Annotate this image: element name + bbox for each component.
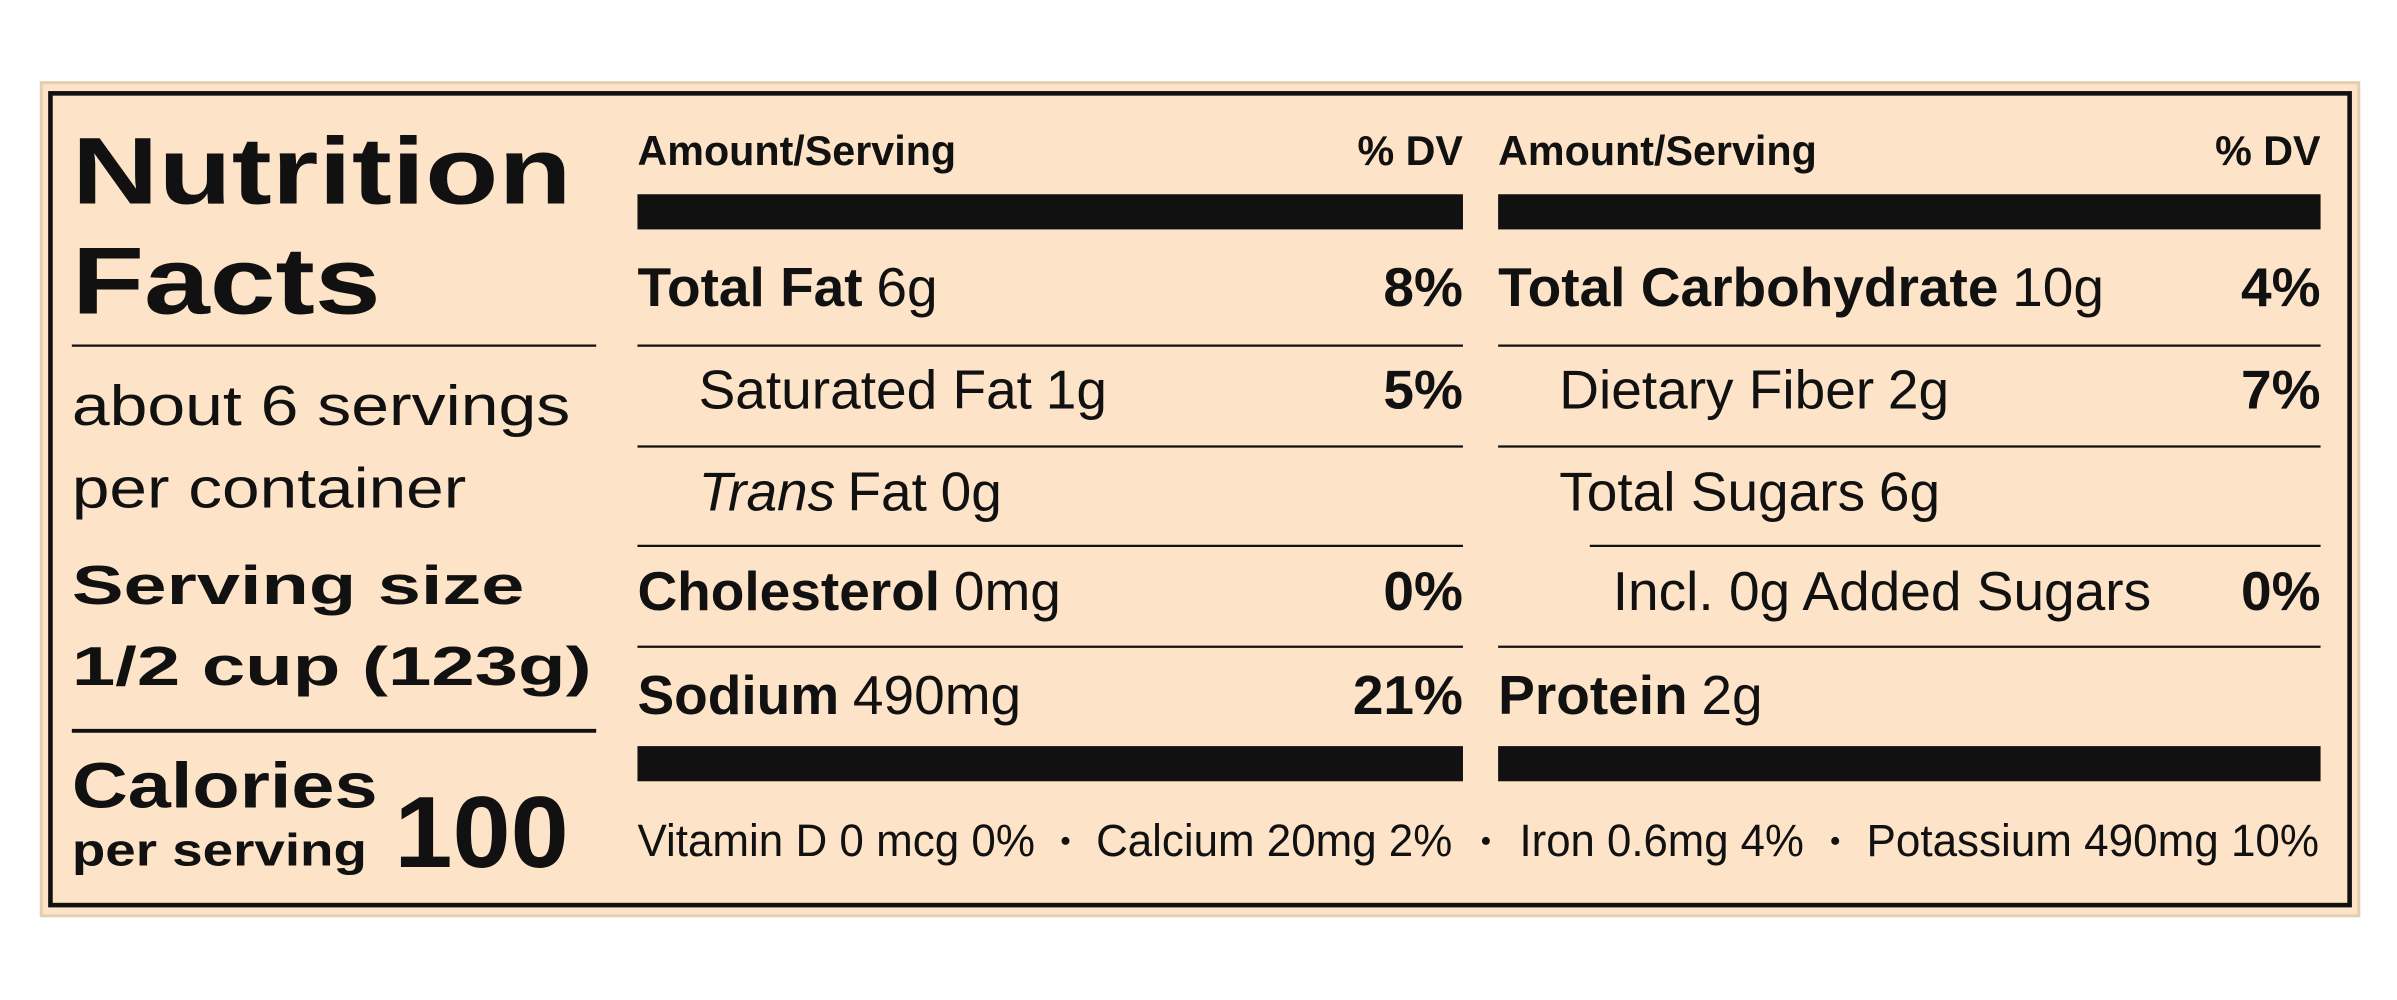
nutrient-name: Total Fat — [637, 256, 862, 318]
serving-size-value: 1/2 cup (123g) — [72, 635, 592, 697]
daily-value: 5% — [1383, 358, 1463, 420]
calories-value: 100 — [394, 777, 568, 889]
nutrient-name: Sodium — [637, 664, 839, 726]
nutrient-name: Total Sugars — [1559, 461, 1865, 523]
daily-value: 7% — [2241, 358, 2321, 420]
thick-bar — [1498, 746, 2321, 782]
nutrient-amount: 10g — [2012, 256, 2104, 318]
footer-nutrient: Vitamin D 0 mcg 0% — [637, 814, 1034, 866]
nutrient-name: Incl. 0g Added Sugars — [1613, 560, 2151, 622]
servings-text: per container — [72, 457, 466, 520]
header-amount: Amount/Serving — [1498, 128, 1817, 174]
nutrient-amount: 6g — [876, 256, 937, 318]
nutrient-amount: 1g — [1046, 358, 1107, 420]
footer-nutrient: Iron 0.6mg 4% — [1520, 814, 1804, 866]
nutrient-row: Dietary Fiber 2g — [1559, 358, 1949, 420]
calories-label: Calories — [72, 749, 378, 821]
thick-bar — [1498, 194, 2321, 230]
title-line: Facts — [72, 228, 381, 334]
nutrient-row: Protein 2g — [1498, 664, 1762, 726]
footer-nutrient: Calcium 20mg 2% — [1096, 814, 1452, 866]
nutrient-row: Cholesterol 0mg — [637, 560, 1060, 622]
nutrient-amount: 0mg — [954, 560, 1061, 622]
footer-nutrient: Potassium 490mg 10% — [1867, 814, 2319, 866]
header-dv: % DV — [1357, 128, 1463, 174]
nutrient-row: Total Sugars 6g — [1559, 461, 1940, 523]
nutrient-italic: Trans — [699, 461, 836, 523]
nutrient-amount: 2g — [1701, 664, 1762, 726]
serving-size-label: Serving size — [72, 554, 524, 616]
nutrient-row: Trans Fat 0g — [699, 461, 1002, 523]
calories-sublabel: per serving — [72, 823, 367, 875]
nutrient-row: Saturated Fat 1g — [699, 358, 1107, 420]
daily-value: 8% — [1383, 256, 1463, 318]
nutrient-name: Dietary Fiber — [1559, 358, 1874, 420]
nutrient-amount: 6g — [1879, 461, 1940, 523]
nutrient-name: Saturated Fat — [699, 358, 1032, 420]
nutrient-name: Fat — [847, 461, 927, 523]
nutrient-amount: 2g — [1888, 358, 1949, 420]
bullet — [1831, 836, 1840, 845]
nutrient-amount: 490mg — [853, 664, 1021, 726]
bullet — [1061, 836, 1070, 845]
nutrient-amount: 0g — [941, 461, 1002, 523]
daily-value: 0% — [1383, 560, 1463, 622]
nutrient-name: Total Carbohydrate — [1498, 256, 1998, 318]
thick-bar — [637, 746, 1463, 782]
nutrient-row: Total Fat 6g — [637, 256, 937, 318]
nutrient-name: Cholesterol — [637, 560, 940, 622]
nutrient-name: Protein — [1498, 664, 1688, 726]
label-border — [48, 91, 2352, 908]
bullet — [1481, 836, 1490, 845]
daily-value: 21% — [1353, 664, 1463, 726]
daily-value: 0% — [2241, 560, 2321, 622]
daily-value: 4% — [2241, 256, 2321, 318]
nutrient-row: Sodium 490mg — [637, 664, 1021, 726]
thick-bar — [637, 194, 1463, 230]
title-line: Nutrition — [72, 118, 572, 224]
header-dv: % DV — [2215, 128, 2321, 174]
nutrient-row: Incl. 0g Added Sugars — [1613, 560, 2151, 622]
servings-text: about 6 servings — [72, 374, 570, 437]
header-amount: Amount/Serving — [637, 128, 956, 174]
nutrient-row: Total Carbohydrate 10g — [1498, 256, 2104, 318]
